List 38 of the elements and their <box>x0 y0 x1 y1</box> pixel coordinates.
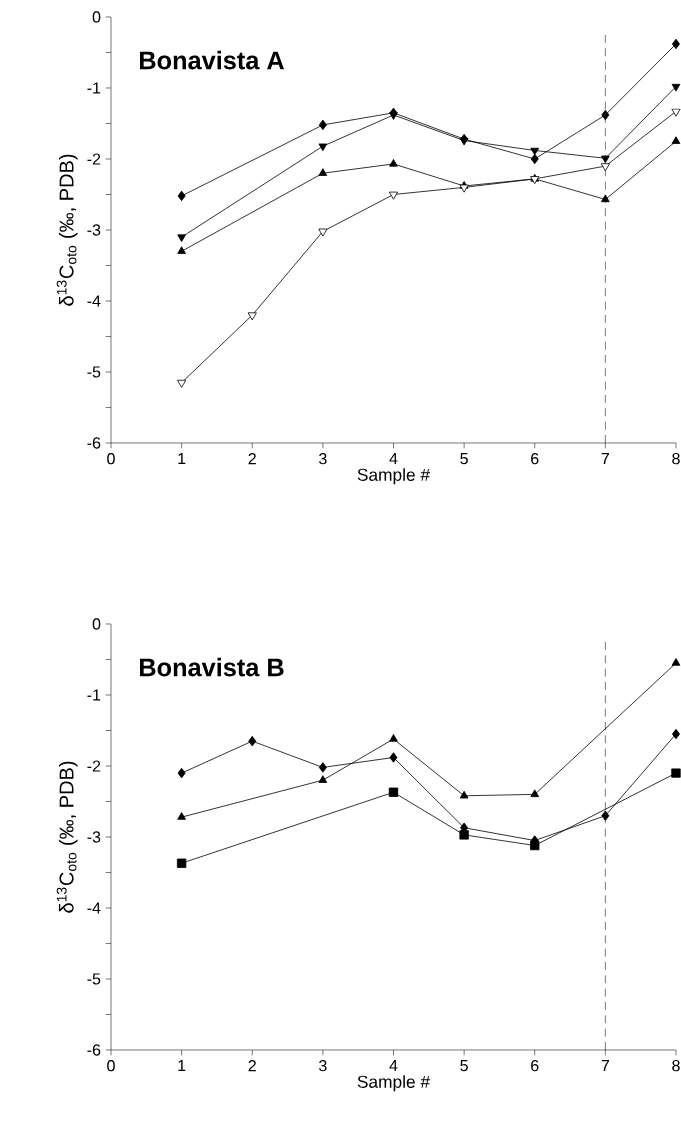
x-tick-label: 6 <box>531 453 539 465</box>
y-tick-label: -4 <box>87 295 101 307</box>
x-tick-label: 5 <box>460 453 468 465</box>
x-axis-title: Sample # <box>357 468 430 485</box>
x-tick-label: 3 <box>319 453 327 465</box>
y-axis-title: δ$^{13}$C$_{oto}$ (‰, PDB) <box>56 761 78 913</box>
x-tick-label: 7 <box>601 1060 610 1072</box>
x-tick-label: 2 <box>248 453 256 465</box>
text: Bonavista A <box>140 50 285 70</box>
x-tick-label: 0 <box>107 1060 115 1072</box>
x-axis-title: Sample # <box>357 1075 430 1092</box>
y-tick-label: -2 <box>87 760 101 772</box>
y-tick-label: -1 <box>87 82 101 94</box>
y-tick-label: -4 <box>87 902 101 914</box>
y-tick-label: -2 <box>87 153 101 165</box>
x-tick-label: 8 <box>672 453 680 465</box>
y-axis-title: δ$^{13}$C$_{oto}$ (‰, PDB) <box>56 154 78 306</box>
x-tick-label: 6 <box>531 1060 539 1072</box>
x-tick-label: 2 <box>248 1060 256 1072</box>
x-tick-label: 1 <box>178 1060 186 1072</box>
y-tick-label: -1 <box>87 689 101 701</box>
x-tick-label: 4 <box>389 453 398 465</box>
x-tick-label: 4 <box>389 1060 398 1072</box>
x-tick-label: 0 <box>107 453 115 465</box>
text: Bonavista B <box>140 657 284 677</box>
y-tick-label: 0 <box>92 618 101 630</box>
y-tick-label: 0 <box>92 11 101 23</box>
x-tick-label: 3 <box>319 1060 327 1072</box>
y-tick-label: -6 <box>87 1044 101 1056</box>
x-tick-label: 1 <box>178 453 186 465</box>
x-tick-label: 5 <box>460 1060 468 1072</box>
x-tick-label: 8 <box>672 1060 680 1072</box>
y-tick-label: -6 <box>87 437 101 449</box>
y-tick-label: -5 <box>87 973 101 985</box>
y-tick-label: -3 <box>87 224 101 236</box>
y-tick-label: -5 <box>87 366 101 378</box>
x-tick-label: 7 <box>601 453 610 465</box>
y-tick-label: -3 <box>87 831 101 843</box>
